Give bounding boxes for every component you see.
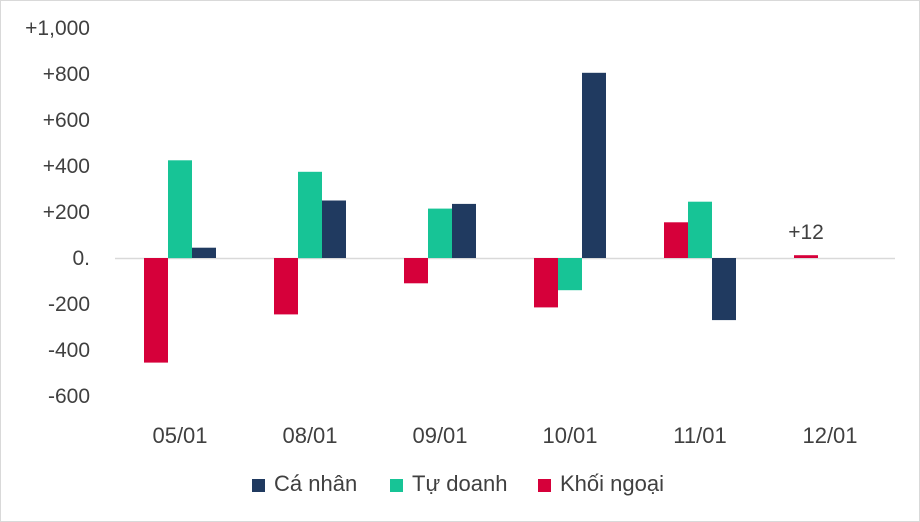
- x-tick-label: 05/01: [152, 423, 207, 448]
- bar-ca-nhan-05-01: [192, 247, 216, 258]
- bar-khoi-ngoai-10-01: [534, 258, 558, 308]
- bar-tu-doanh-09-01: [428, 208, 452, 258]
- bar-tu-doanh-11-01: [688, 201, 712, 258]
- x-tick-label: 11/01: [673, 423, 726, 448]
- legend-label-tu-doanh: Tự doanh: [412, 471, 507, 496]
- x-tick-label: 10/01: [542, 423, 597, 448]
- x-tick-label: 12/01: [802, 423, 857, 448]
- x-tick-label: 08/01: [282, 423, 337, 448]
- legend-label-khoi-ngoai: Khối ngoại: [560, 471, 664, 496]
- legend-swatch-ca-nhan: [252, 479, 265, 492]
- bar-ca-nhan-09-01: [452, 203, 476, 258]
- y-tick-label: 0.: [72, 247, 90, 270]
- y-axis: +1,000 +800 +600 +400 +200 0. -200 -400 -600: [25, 17, 90, 408]
- annotations-layer: +12: [788, 221, 824, 244]
- y-tick-label: +400: [43, 155, 90, 178]
- y-tick-label: -400: [48, 339, 90, 362]
- bar-khoi-ngoai-12-01: [794, 255, 818, 258]
- legend-swatch-tu-doanh: [390, 479, 403, 492]
- bar-tu-doanh-05-01: [168, 160, 192, 259]
- y-tick-label: -200: [48, 293, 90, 316]
- bar-khoi-ngoai-05-01: [144, 258, 168, 363]
- legend-label-ca-nhan: Cá nhân: [274, 471, 357, 496]
- y-tick-label: +200: [43, 201, 90, 224]
- y-tick-label: -600: [48, 385, 90, 408]
- x-axis: 05/01 08/01 09/01 10/01 11/01 12/01: [152, 423, 857, 448]
- y-tick-label: +600: [43, 109, 90, 132]
- x-tick-label: 09/01: [412, 423, 467, 448]
- bars-layer: [144, 72, 818, 363]
- y-tick-label: +800: [43, 63, 90, 86]
- bar-tu-doanh-10-01: [558, 258, 582, 291]
- bar-ca-nhan-08-01: [322, 200, 346, 258]
- bar-tu-doanh-08-01: [298, 171, 322, 259]
- bar-khoi-ngoai-11-01: [664, 222, 688, 258]
- legend-swatch-khoi-ngoai: [538, 479, 551, 492]
- legend: Cá nhân Tự doanh Khối ngoại: [252, 471, 664, 496]
- bar-khoi-ngoai-08-01: [274, 258, 298, 315]
- data-label: +12: [788, 221, 824, 244]
- bar-khoi-ngoai-09-01: [404, 258, 428, 284]
- bar-ca-nhan-11-01: [712, 258, 736, 321]
- bar-ca-nhan-10-01: [582, 72, 606, 258]
- y-tick-label: +1,000: [25, 17, 90, 40]
